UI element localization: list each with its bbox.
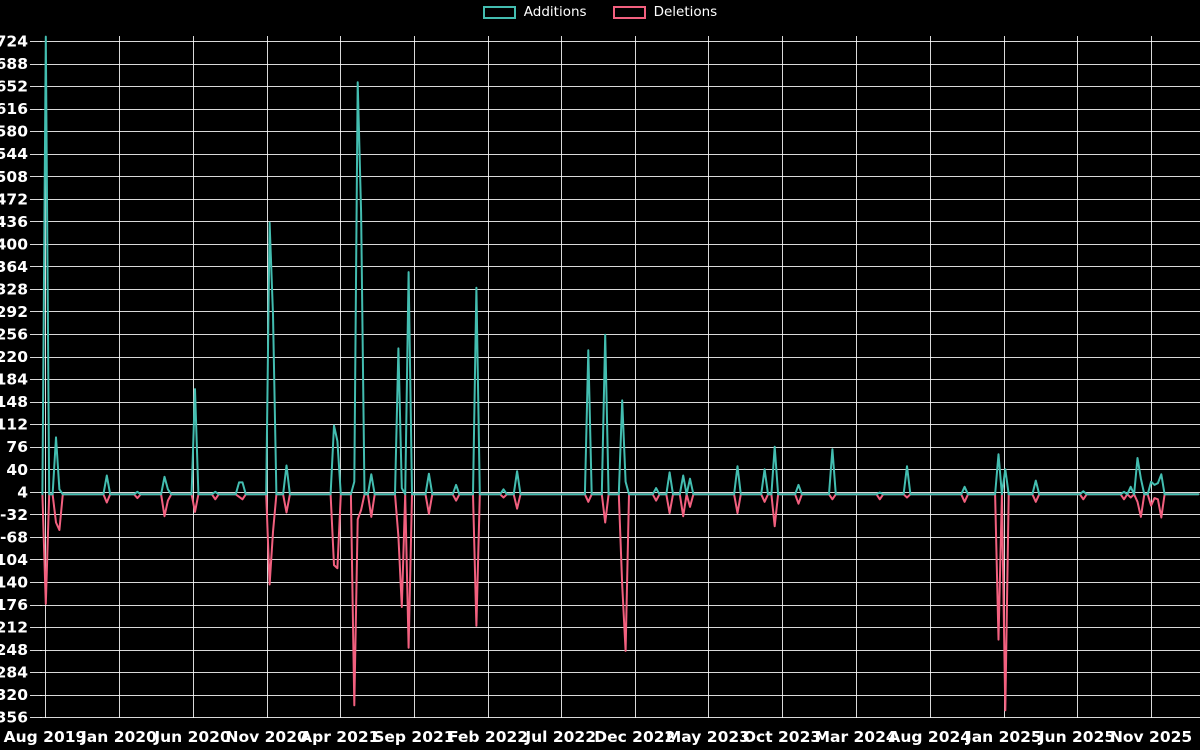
additions-line [41,35,1200,496]
svg-text:292: 292 [0,303,28,321]
svg-text:472: 472 [0,190,28,208]
svg-text:-356: -356 [0,709,28,727]
svg-text:Apr 2021: Apr 2021 [300,728,379,746]
y-axis-tick-labels: 724 688 652 616 580 544 508 472 436 400 364 328 292 2… [0,33,28,727]
svg-text:40: 40 [6,461,28,479]
svg-text:Aug 2024: Aug 2024 [888,728,971,746]
svg-text:112: 112 [0,416,28,434]
svg-text:Jan 2020: Jan 2020 [80,728,157,746]
svg-text:-32: -32 [0,506,28,524]
deletions-swatch-icon [612,6,646,20]
svg-text:-212: -212 [0,619,28,637]
svg-text:-320: -320 [0,686,28,704]
svg-text:-248: -248 [0,641,28,659]
svg-text:May 2023: May 2023 [666,728,750,746]
svg-text:4: 4 [17,483,28,501]
svg-text:Sep 2021: Sep 2021 [373,728,454,746]
svg-text:Dec 2022: Dec 2022 [594,728,675,746]
svg-text:652: 652 [0,78,28,96]
svg-text:544: 544 [0,145,28,163]
svg-text:364: 364 [0,258,28,276]
svg-text:Jun 2025: Jun 2025 [1038,728,1115,746]
svg-text:148: 148 [0,393,28,411]
svg-text:328: 328 [0,280,28,298]
svg-text:688: 688 [0,55,28,73]
svg-text:Nov 2020: Nov 2020 [226,728,308,746]
svg-text:-176: -176 [0,596,28,614]
svg-text:436: 436 [0,213,28,231]
svg-text:-140: -140 [0,573,28,591]
svg-text:Jun 2020: Jun 2020 [153,728,231,746]
svg-text:220: 220 [0,348,28,366]
chart-legend: Additions Deletions [0,4,1200,20]
svg-text:Oct 2023: Oct 2023 [743,728,821,746]
svg-text:580: 580 [0,123,28,141]
svg-text:616: 616 [0,100,28,118]
legend-label-deletions: Deletions [653,4,718,20]
svg-text:Nov 2025: Nov 2025 [1110,728,1192,746]
deletions-line [41,493,1200,712]
svg-text:724: 724 [0,33,28,51]
svg-text:-284: -284 [0,664,28,682]
legend-label-additions: Additions [523,4,587,20]
svg-text:400: 400 [0,235,28,253]
svg-text:Feb 2022: Feb 2022 [448,728,528,746]
legend-item-additions[interactable]: Additions [482,4,587,20]
svg-text:-104: -104 [0,551,28,569]
svg-text:-68: -68 [0,528,28,546]
svg-text:Jan 2025: Jan 2025 [965,728,1042,746]
svg-text:76: 76 [6,438,28,456]
svg-text:508: 508 [0,168,28,186]
svg-text:Jul 2022: Jul 2022 [524,728,596,746]
legend-item-deletions[interactable]: Deletions [612,4,718,20]
svg-text:184: 184 [0,371,28,389]
svg-text:256: 256 [0,326,28,344]
gridlines [30,36,1200,718]
additions-swatch-icon [482,6,516,20]
svg-text:Mar 2024: Mar 2024 [815,728,897,746]
svg-text:Aug 2019: Aug 2019 [4,728,87,746]
